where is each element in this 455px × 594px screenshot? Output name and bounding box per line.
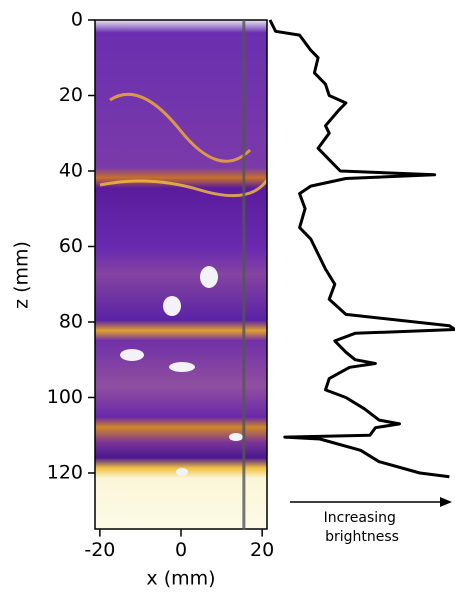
arrow-head — [440, 497, 452, 507]
y-tick-label: 60 — [59, 235, 83, 257]
y-axis-label: z (mm) — [11, 241, 33, 309]
x-axis-label: x (mm) — [146, 568, 215, 590]
y-tick-label: 120 — [47, 461, 83, 483]
y-tick-label: 80 — [59, 310, 83, 332]
y-tick-label: 40 — [59, 159, 83, 181]
x-tick-label: 20 — [250, 539, 274, 561]
x-tick-label: 0 — [175, 539, 187, 561]
scan-image — [95, 20, 267, 529]
brightness-profile — [268, 19, 455, 479]
profile-label: Increasing brightness — [324, 510, 401, 545]
profile-label-line: Increasing — [324, 510, 396, 526]
x-tick-label: -20 — [84, 539, 115, 561]
axes-frame — [94, 19, 268, 530]
profile-label-line: brightness — [325, 529, 399, 545]
y-tick-label: 0 — [71, 9, 83, 31]
y-tick-label: 100 — [47, 386, 83, 408]
y-tick-label: 20 — [59, 84, 83, 106]
